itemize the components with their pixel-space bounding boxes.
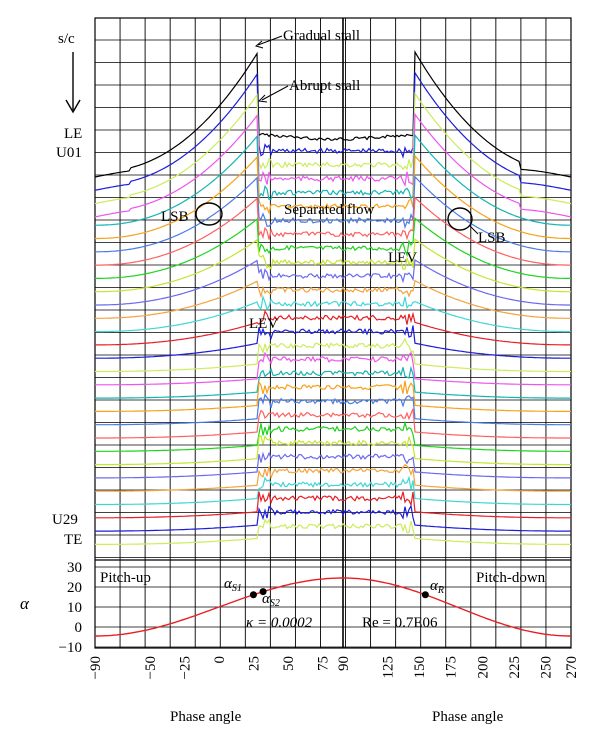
u01-label: U01 — [56, 145, 82, 161]
alpha-tick-label: 0 — [75, 620, 83, 636]
alpha-s1-label: αS1 — [224, 576, 242, 594]
x-tick-label: 50 — [281, 656, 297, 671]
alpha-marker-3 — [421, 591, 429, 599]
alpha-tick-label: 30 — [67, 560, 82, 576]
pressure-trace-12 — [95, 279, 571, 319]
te-label: TE — [64, 532, 82, 548]
lev-label-right: LEV — [388, 250, 417, 266]
pressure-trace-23 — [95, 434, 571, 466]
alpha-marker-2 — [259, 588, 267, 596]
u29-label: U29 — [52, 512, 78, 528]
x-tick-label: 200 — [475, 656, 491, 679]
pressure-trace-8 — [95, 196, 571, 266]
pressure-traces — [94, 49, 572, 545]
pressure-trace-5 — [95, 133, 571, 226]
pressure-trace-28 — [95, 504, 571, 532]
sc-label: s/c — [58, 31, 75, 47]
pressure-trace-2 — [94, 70, 572, 191]
pressure-trace-18 — [95, 365, 571, 399]
lsb-label-left: LSB — [161, 209, 189, 225]
down-arrow-icon — [65, 52, 81, 114]
pressure-trace-19 — [95, 380, 571, 412]
pitch-up-label: Pitch-up — [100, 570, 151, 586]
pressure-trace-4 — [94, 112, 572, 218]
lsb-circle-right — [447, 207, 473, 231]
pressure-trace-29 — [95, 518, 571, 545]
pressure-trace-17 — [95, 351, 571, 386]
le-label: LE — [64, 126, 82, 142]
pressure-trace-26 — [95, 475, 571, 506]
pitch-down-label: Pitch-down — [476, 570, 546, 586]
pressure-trace-10 — [95, 238, 571, 293]
x-tick-label: 90 — [336, 656, 352, 671]
pressure-trace-3 — [94, 91, 572, 205]
pressure-trace-20 — [95, 393, 571, 426]
x-tick-label: 175 — [444, 656, 460, 679]
pressure-trace-15 — [95, 325, 571, 359]
x-tick-label: 270 — [564, 656, 580, 679]
pressure-trace-6 — [95, 154, 571, 240]
lsb-label-right: LSB — [478, 230, 506, 246]
alpha-panel — [95, 577, 571, 637]
gradual-stall-label: Gradual stall — [283, 28, 360, 44]
pressure-trace-11 — [95, 258, 571, 306]
separated-flow-label: Separated flow — [284, 202, 375, 218]
chart-grid — [94, 17, 572, 649]
plot-frame — [94, 17, 572, 649]
alpha-tick-label: 10 — [67, 600, 82, 616]
alpha-marker-1 — [249, 591, 257, 599]
pressure-trace-7 — [95, 175, 571, 253]
pressure-trace-16 — [95, 337, 571, 373]
abrupt-stall-label: Abrupt stall — [289, 78, 360, 94]
x-tick-label: −50 — [143, 656, 159, 679]
x-tick-label: 225 — [507, 656, 523, 679]
pressure-trace-1 — [94, 49, 572, 178]
x-tick-label: 25 — [246, 656, 262, 671]
kappa-label: κ = 0.0002 — [246, 615, 313, 631]
x-axis-label-right: Phase angle — [432, 709, 504, 725]
x-tick-label: −90 — [88, 656, 104, 679]
pressure-trace-22 — [95, 420, 571, 452]
pressure-trace-27 — [95, 491, 571, 519]
pressure-trace-13 — [95, 294, 571, 333]
pressure-trace-9 — [95, 217, 571, 279]
pressure-trace-24 — [95, 451, 571, 479]
alpha-axis-label: α — [20, 594, 30, 613]
pressure-trace-25 — [95, 463, 571, 492]
alpha-tick-label: 20 — [67, 580, 82, 596]
lsb-circle-left — [195, 202, 223, 226]
alpha-tick-label: −10 — [59, 640, 82, 656]
x-tick-label: 75 — [315, 656, 331, 671]
x-axis-label-left: Phase angle — [170, 709, 242, 725]
re-label: Re = 0.7E06 — [362, 615, 438, 631]
lev-label-left: LEV — [249, 316, 278, 332]
x-tick-label: −25 — [178, 656, 194, 679]
tick-labels: 30 20 10 0 −10 −90 −50 −25 0 25 50 75 90 125 150 175 200… — [59, 560, 580, 679]
x-tick-label: 125 — [380, 656, 396, 679]
pressure-trace-21 — [95, 408, 571, 439]
pressure-trace-14 — [95, 309, 571, 346]
x-tick-label: 250 — [539, 656, 555, 679]
alpha-r-label: αR — [430, 578, 444, 596]
alpha-s2-label: αS2 — [262, 591, 280, 609]
alpha-curve — [95, 577, 571, 637]
x-tick-label: 150 — [412, 656, 428, 679]
x-tick-label: 0 — [212, 656, 228, 664]
